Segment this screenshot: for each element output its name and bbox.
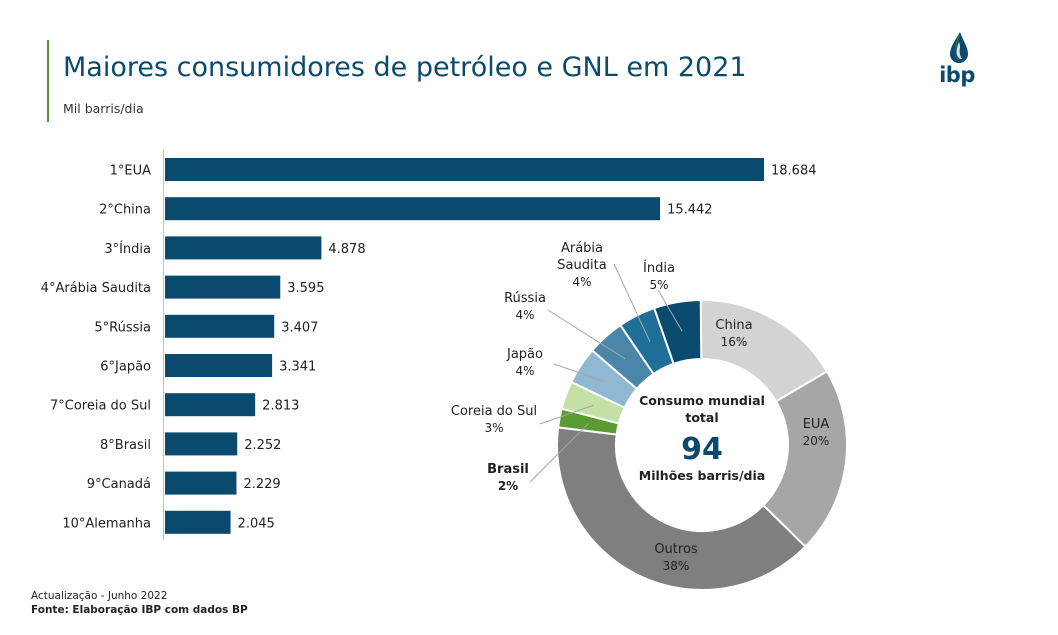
donut-leader-line <box>553 363 606 383</box>
bar-category-label: 7°Coreia do Sul <box>50 399 151 414</box>
donut-slice-percent: 4% <box>515 308 534 322</box>
bar-1 <box>165 158 764 181</box>
source-note: Fonte: Elaboração IBP com dados BP <box>31 604 248 616</box>
bar-10 <box>165 510 231 534</box>
donut-slice-label: Japão <box>506 347 543 362</box>
donut-leader-line <box>613 263 651 343</box>
donut-slice-percent: 5% <box>649 278 668 292</box>
donut-slice-label: Rússia <box>504 291 546 306</box>
bar-category-label: 2°China <box>99 203 151 218</box>
bar-chart: 1°EUA 18.684 2°China 15.442 3°Índia 4.878 4°Ar… <box>41 150 817 540</box>
bar-category-label: 10°Alemanha <box>62 516 151 531</box>
donut-slice-percent: 2% <box>498 479 518 493</box>
bar-9 <box>165 471 237 495</box>
donut-leader-line <box>547 309 626 360</box>
donut-center-line2: total <box>685 410 718 425</box>
drop-icon <box>950 32 968 63</box>
title-accent-bar <box>47 40 49 122</box>
donut-slice-percent: 4% <box>515 364 534 378</box>
bar-category-label: 5°Rússia <box>94 320 151 335</box>
bar-value-label: 3.341 <box>279 360 316 375</box>
bar-value-label: 3.407 <box>281 320 318 335</box>
bar-8 <box>165 432 238 456</box>
donut-leader-line <box>657 289 683 332</box>
bar-4 <box>165 275 281 299</box>
update-note: Actualização - Junho 2022 <box>31 590 168 602</box>
donut-slice-percent: 20% <box>803 434 830 448</box>
bar-category-label: 8°Brasil <box>100 438 151 453</box>
bar-value-label: 2.252 <box>244 438 281 453</box>
donut-chart: China 16% EUA 20% Outros 38% Brasil 2% Coreia do… <box>451 241 848 591</box>
bar-value-label: 3.595 <box>287 281 324 296</box>
donut-slice-label: Brasil <box>487 462 529 477</box>
bar-2 <box>165 197 661 221</box>
donut-leader-line <box>539 404 594 425</box>
ibp-logo: ibp <box>933 30 981 94</box>
donut-slice-label: Coreia do Sul <box>451 404 537 419</box>
bar-category-label: 4°Arábia Saudita <box>41 281 151 296</box>
donut-slice-label: China <box>715 318 752 333</box>
bar-7 <box>165 393 256 417</box>
bar-value-label: 2.045 <box>238 516 275 531</box>
bar-value-label: 15.442 <box>667 203 713 218</box>
donut-slice-label: Saudita <box>557 258 606 273</box>
bar-category-label: 3°Índia <box>104 241 151 257</box>
logo-text: ibp <box>939 63 975 87</box>
bar-3 <box>165 236 322 260</box>
bar-value-label: 18.684 <box>771 164 817 179</box>
donut-slice-9 <box>652 298 703 366</box>
donut-slice-label: Outros <box>654 542 698 557</box>
page-subtitle: Mil barris/dia <box>63 101 144 116</box>
donut-slice-3 <box>556 426 807 591</box>
donut-center: Consumo mundial total 94 Milhões barris/… <box>639 393 765 483</box>
donut-slice-percent: 4% <box>572 275 591 289</box>
bar-6 <box>165 354 273 377</box>
page-title: Maiores consumidores de petróleo e GNL e… <box>63 52 747 83</box>
bar-category-label: 9°Canadá <box>87 477 151 492</box>
bar-category-label: 1°EUA <box>110 164 152 179</box>
donut-leader-line <box>529 423 589 483</box>
donut-slice-label: Índia <box>643 260 675 276</box>
bar-value-label: 2.229 <box>243 477 280 492</box>
bar-5 <box>165 314 275 338</box>
donut-slice-label: Arábia <box>561 241 603 256</box>
donut-slice-percent: 16% <box>721 335 748 349</box>
donut-center-line1: Consumo mundial <box>639 393 765 408</box>
donut-center-unit: Milhões barris/dia <box>639 468 765 483</box>
bar-category-label: 6°Japão <box>100 360 151 375</box>
donut-slice-label: EUA <box>803 417 830 432</box>
bar-value-label: 4.878 <box>328 242 365 257</box>
donut-slice-percent: 3% <box>484 421 503 435</box>
bar-value-label: 2.813 <box>262 399 299 414</box>
donut-slice-percent: 38% <box>663 559 690 573</box>
donut-center-value: 94 <box>681 432 723 467</box>
